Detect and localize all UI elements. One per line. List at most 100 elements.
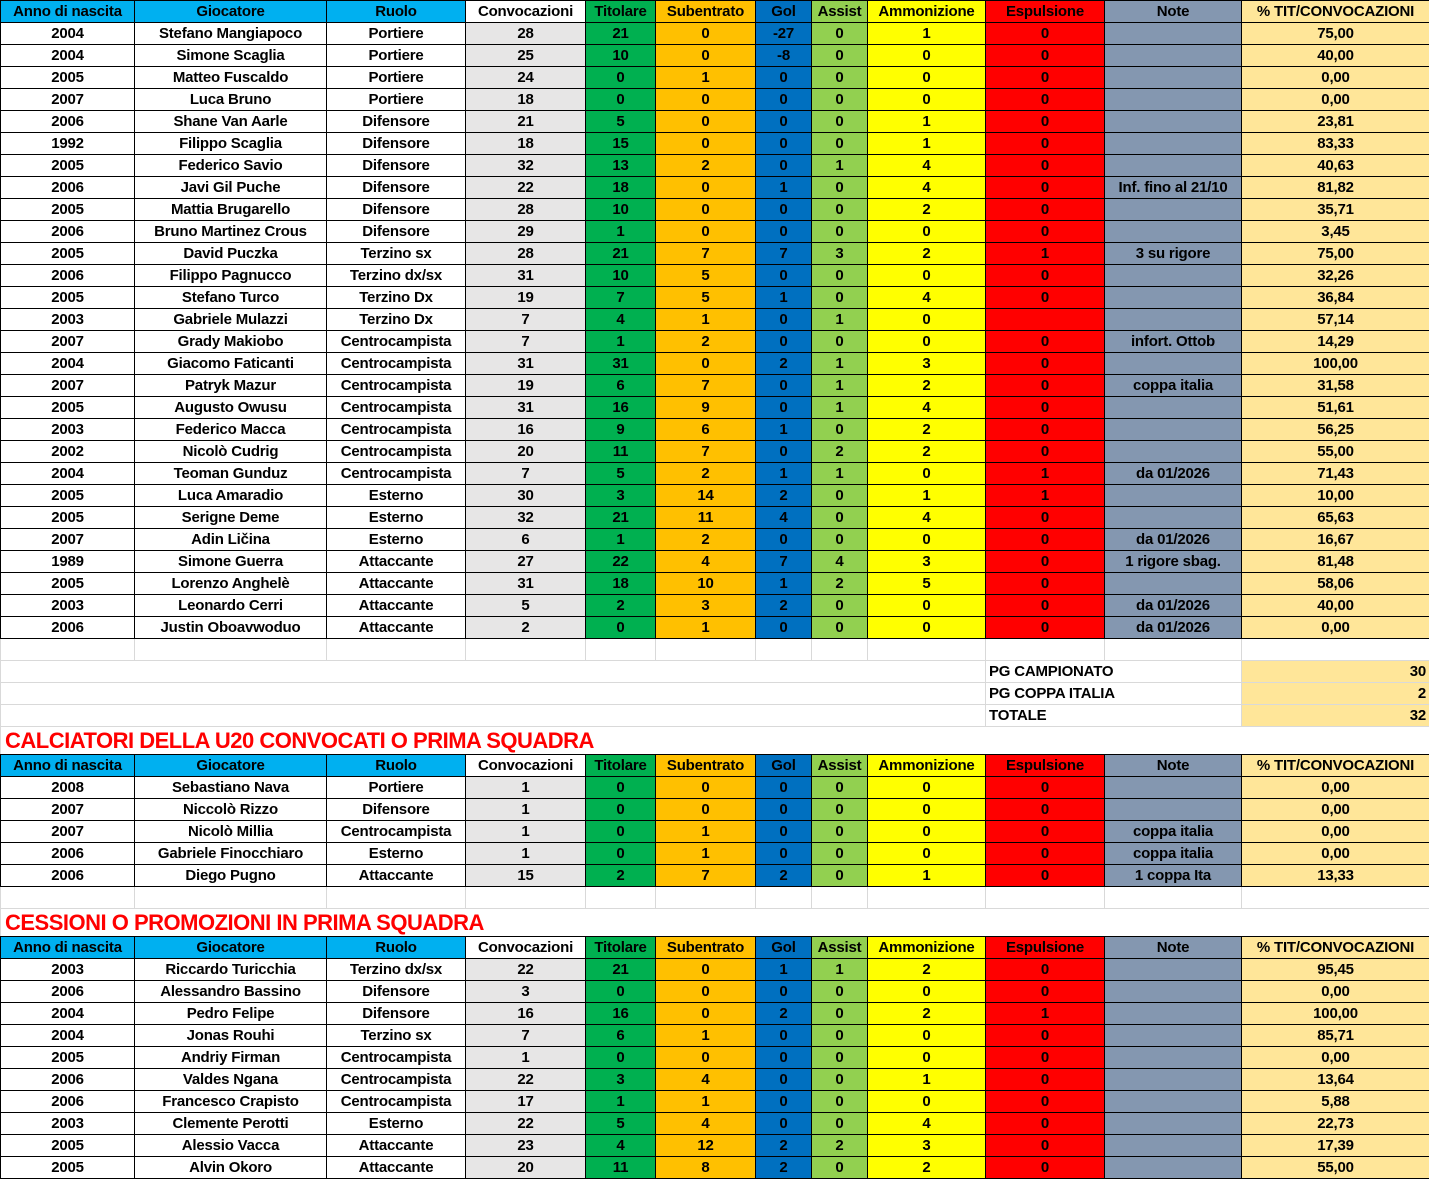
cell-subentrato[interactable]: 1 [655,66,756,89]
cell-anno[interactable]: 2006 [0,842,135,865]
cell-espulsione[interactable]: 0 [985,176,1105,199]
cell-convocazioni[interactable]: 1 [465,798,586,821]
cell-note[interactable]: Inf. fino al 21/10 [1104,176,1242,199]
cell-convocazioni[interactable]: 7 [465,462,586,485]
cell-ammonizione[interactable]: 4 [867,396,986,419]
cell-giocatore[interactable]: Matteo Fuscaldo [134,66,327,89]
cell-subentrato[interactable]: 9 [655,396,756,419]
header-anno[interactable]: Anno di nascita [0,754,135,777]
cell-titolare[interactable]: 11 [585,440,656,463]
cell-anno[interactable]: 2004 [0,352,135,375]
cell-anno[interactable]: 1989 [0,550,135,573]
cell-ammonizione[interactable]: 1 [867,132,986,155]
cell-subentrato[interactable]: 2 [655,528,756,551]
header-assist[interactable]: Assist [811,754,868,777]
cell-giocatore[interactable]: Filippo Pagnucco [134,264,327,287]
cell-giocatore[interactable]: Shane Van Aarle [134,110,327,133]
cell-subentrato[interactable]: 8 [655,1156,756,1179]
cell-note[interactable]: coppa italia [1104,842,1242,865]
cell-giocatore[interactable]: Bruno Martinez Crous [134,220,327,243]
cell-assist[interactable]: 0 [811,776,868,799]
cell-ruolo[interactable]: Terzino Dx [326,286,466,309]
cell-note[interactable] [1104,352,1242,375]
cell-ruolo[interactable]: Portiere [326,66,466,89]
cell-subentrato[interactable]: 0 [655,110,756,133]
cell-convocazioni[interactable]: 20 [465,440,586,463]
cell-subentrato[interactable]: 2 [655,462,756,485]
cell-assist[interactable]: 0 [811,594,868,617]
cell-assist[interactable]: 1 [811,308,868,331]
cell-anno[interactable]: 2006 [0,864,135,887]
cell-assist[interactable]: 0 [811,1068,868,1091]
cell-assist[interactable]: 0 [811,286,868,309]
cell-note[interactable] [1104,776,1242,799]
cell-anno[interactable]: 2005 [0,198,135,221]
header-ammonizione[interactable]: Ammonizione [867,0,986,23]
header-gol[interactable]: Gol [755,0,812,23]
cell-titolare[interactable]: 0 [585,88,656,111]
cell-note[interactable] [1104,1090,1242,1113]
cell-subentrato[interactable]: 10 [655,572,756,595]
cell-note[interactable]: da 01/2026 [1104,462,1242,485]
cell-titolare[interactable]: 4 [585,1134,656,1157]
cell-subentrato[interactable]: 11 [655,506,756,529]
cell-assist[interactable]: 0 [811,66,868,89]
cell-espulsione[interactable]: 0 [985,88,1105,111]
cell-gol[interactable]: 0 [755,396,812,419]
cell-assist[interactable]: 0 [811,330,868,353]
cell-subentrato[interactable]: 5 [655,286,756,309]
cell-subentrato[interactable]: 2 [655,154,756,177]
cell-percentuale[interactable]: 95,45 [1241,958,1429,981]
cell-ammonizione[interactable]: 4 [867,1112,986,1135]
cell-gol[interactable]: 2 [755,352,812,375]
cell-titolare[interactable]: 4 [585,308,656,331]
cell-giocatore[interactable]: Pedro Felipe [134,1002,327,1025]
cell-gol[interactable]: 0 [755,1090,812,1113]
cell-convocazioni[interactable]: 22 [465,1112,586,1135]
header-convocazioni[interactable]: Convocazioni [465,0,586,23]
cell-convocazioni[interactable]: 31 [465,572,586,595]
cell-titolare[interactable]: 0 [585,842,656,865]
cell-subentrato[interactable]: 1 [655,842,756,865]
cell-convocazioni[interactable]: 1 [465,776,586,799]
cell-gol[interactable]: 0 [755,154,812,177]
cell-espulsione[interactable]: 0 [985,958,1105,981]
cell-titolare[interactable]: 2 [585,864,656,887]
cell-convocazioni[interactable]: 7 [465,330,586,353]
cell-gol[interactable]: 2 [755,594,812,617]
cell-anno[interactable]: 1992 [0,132,135,155]
cell-gol[interactable]: 0 [755,88,812,111]
empty-cell[interactable] [0,682,986,705]
cell-giocatore[interactable]: Stefano Turco [134,286,327,309]
empty-cell[interactable] [465,886,586,909]
cell-convocazioni[interactable]: 28 [465,242,586,265]
header-ruolo[interactable]: Ruolo [326,754,466,777]
cell-assist[interactable]: 0 [811,798,868,821]
cell-convocazioni[interactable]: 24 [465,66,586,89]
cell-assist[interactable]: 1 [811,352,868,375]
header-espulsione[interactable]: Espulsione [985,754,1105,777]
cell-subentrato[interactable]: 12 [655,1134,756,1157]
cell-espulsione[interactable]: 0 [985,550,1105,573]
cell-giocatore[interactable]: Riccardo Turicchia [134,958,327,981]
cell-gol[interactable]: -27 [755,22,812,45]
cell-gol[interactable]: -8 [755,44,812,67]
cell-anno[interactable]: 2005 [0,484,135,507]
cell-note[interactable]: da 01/2026 [1104,616,1242,639]
cell-giocatore[interactable]: Giacomo Faticanti [134,352,327,375]
header-giocatore[interactable]: Giocatore [134,0,327,23]
cell-convocazioni[interactable]: 31 [465,264,586,287]
cell-anno[interactable]: 2004 [0,22,135,45]
cell-percentuale[interactable]: 14,29 [1241,330,1429,353]
cell-ruolo[interactable]: Esterno [326,484,466,507]
cell-espulsione[interactable]: 0 [985,44,1105,67]
cell-convocazioni[interactable]: 28 [465,22,586,45]
cell-giocatore[interactable]: Gabriele Finocchiaro [134,842,327,865]
cell-assist[interactable]: 0 [811,1156,868,1179]
cell-espulsione[interactable]: 1 [985,242,1105,265]
cell-titolare[interactable]: 1 [585,330,656,353]
cell-note[interactable]: infort. Ottob [1104,330,1242,353]
cell-gol[interactable]: 0 [755,776,812,799]
cell-convocazioni[interactable]: 1 [465,1046,586,1069]
cell-assist[interactable]: 0 [811,1002,868,1025]
